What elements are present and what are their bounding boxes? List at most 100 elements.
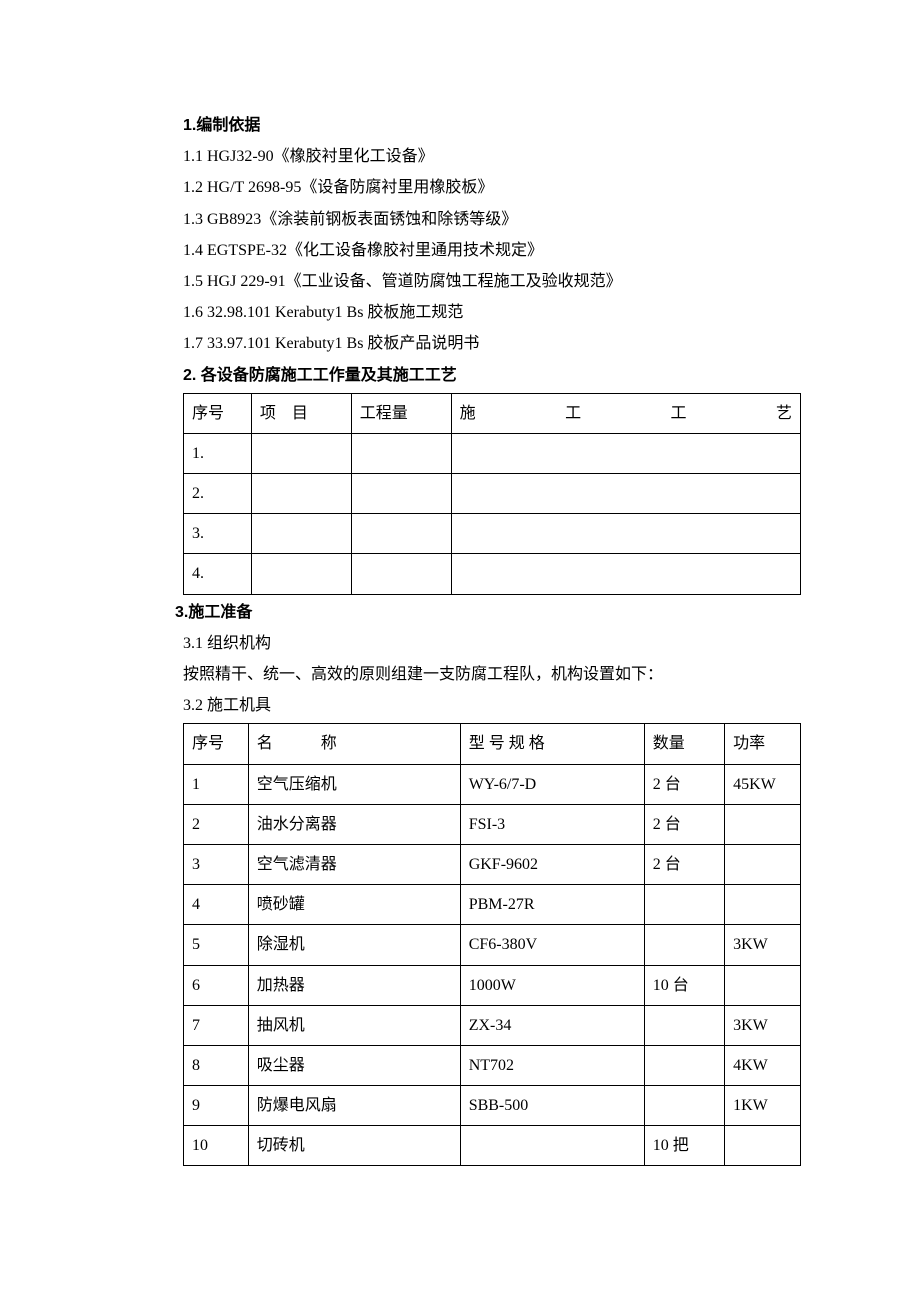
cell bbox=[351, 474, 451, 514]
cell bbox=[451, 474, 800, 514]
section1-line-3: 1.3 GB8923《涂装前钢板表面锈蚀和除锈等级》 bbox=[175, 204, 745, 235]
cell: 防爆电风扇 bbox=[248, 1086, 460, 1126]
cell bbox=[251, 474, 351, 514]
cell: 3KW bbox=[725, 925, 801, 965]
col-seq: 序号 bbox=[184, 393, 252, 433]
section1-line-7: 1.7 33.97.101 Kerabuty1 Bs 胶板产品说明书 bbox=[175, 328, 745, 359]
cell bbox=[644, 885, 724, 925]
table-row: 1. bbox=[184, 433, 801, 473]
table-row: 10 切砖机 10 把 bbox=[184, 1126, 801, 1166]
cell: 2 台 bbox=[644, 804, 724, 844]
cell: 1KW bbox=[725, 1086, 801, 1126]
cell: 1 bbox=[184, 764, 249, 804]
table-row: 9 防爆电风扇 SBB-500 1KW bbox=[184, 1086, 801, 1126]
cell: CF6-380V bbox=[460, 925, 644, 965]
cell: 3KW bbox=[725, 1005, 801, 1045]
cell: 9 bbox=[184, 1086, 249, 1126]
cell: 10 bbox=[184, 1126, 249, 1166]
table-row: 3. bbox=[184, 514, 801, 554]
cell: 1. bbox=[184, 433, 252, 473]
col-seq: 序号 bbox=[184, 724, 249, 764]
cell: FSI-3 bbox=[460, 804, 644, 844]
cell bbox=[451, 554, 800, 594]
cell bbox=[351, 554, 451, 594]
cell: 喷砂罐 bbox=[248, 885, 460, 925]
cell: ZX-34 bbox=[460, 1005, 644, 1045]
cell: 4. bbox=[184, 554, 252, 594]
cell bbox=[644, 925, 724, 965]
section1-heading: 1.编制依据 bbox=[175, 110, 745, 141]
cell bbox=[725, 885, 801, 925]
cell: 4KW bbox=[725, 1045, 801, 1085]
cell bbox=[644, 1045, 724, 1085]
workload-table: 序号 项 目 工程量 施 工 工 艺 1. 2. 3. 4. bbox=[183, 393, 801, 595]
cell: 1000W bbox=[460, 965, 644, 1005]
col-qty: 工程量 bbox=[351, 393, 451, 433]
col-model: 型 号 规 格 bbox=[460, 724, 644, 764]
section3-sub1-text: 按照精干、统一、高效的原则组建一支防腐工程队，机构设置如下： bbox=[175, 659, 745, 690]
cell: 6 bbox=[184, 965, 249, 1005]
cell: 2 bbox=[184, 804, 249, 844]
cell: GKF-9602 bbox=[460, 844, 644, 884]
cell: 空气滤清器 bbox=[248, 844, 460, 884]
section1-line-1: 1.1 HGJ32-90《橡胶衬里化工设备》 bbox=[175, 141, 745, 172]
cell: 空气压缩机 bbox=[248, 764, 460, 804]
cell bbox=[725, 844, 801, 884]
cell: 2. bbox=[184, 474, 252, 514]
table-row: 5 除湿机 CF6-380V 3KW bbox=[184, 925, 801, 965]
section1-line-4: 1.4 EGTSPE-32《化工设备橡胶衬里通用技术规定》 bbox=[175, 235, 745, 266]
table-row: 7 抽风机 ZX-34 3KW bbox=[184, 1005, 801, 1045]
cell bbox=[460, 1126, 644, 1166]
cell: 加热器 bbox=[248, 965, 460, 1005]
cell: NT702 bbox=[460, 1045, 644, 1085]
col-qty: 数量 bbox=[644, 724, 724, 764]
table-row: 3 空气滤清器 GKF-9602 2 台 bbox=[184, 844, 801, 884]
table-row: 2 油水分离器 FSI-3 2 台 bbox=[184, 804, 801, 844]
cell: 3 bbox=[184, 844, 249, 884]
cell: 7 bbox=[184, 1005, 249, 1045]
section2-heading: 2. 各设备防腐施工工作量及其施工工艺 bbox=[175, 360, 745, 391]
cell bbox=[451, 433, 800, 473]
cell: WY-6/7-D bbox=[460, 764, 644, 804]
equipment-table: 序号 名 称 型 号 规 格 数量 功率 1 空气压缩机 WY-6/7-D 2 … bbox=[183, 723, 801, 1166]
section1-line-5: 1.5 HGJ 229-91《工业设备、管道防腐蚀工程施工及验收规范》 bbox=[175, 266, 745, 297]
col-item: 项 目 bbox=[251, 393, 351, 433]
cell: SBB-500 bbox=[460, 1086, 644, 1126]
cell bbox=[725, 965, 801, 1005]
cell: 3. bbox=[184, 514, 252, 554]
table-row: 2. bbox=[184, 474, 801, 514]
section3-sub2: 3.2 施工机具 bbox=[175, 690, 745, 721]
cell bbox=[251, 514, 351, 554]
table-header-row: 序号 名 称 型 号 规 格 数量 功率 bbox=[184, 724, 801, 764]
table-row: 1 空气压缩机 WY-6/7-D 2 台 45KW bbox=[184, 764, 801, 804]
cell bbox=[725, 804, 801, 844]
cell: PBM-27R bbox=[460, 885, 644, 925]
cell bbox=[351, 433, 451, 473]
cell: 除湿机 bbox=[248, 925, 460, 965]
table-row: 8 吸尘器 NT702 4KW bbox=[184, 1045, 801, 1085]
cell: 4 bbox=[184, 885, 249, 925]
col-power: 功率 bbox=[725, 724, 801, 764]
table-row: 4. bbox=[184, 554, 801, 594]
cell: 油水分离器 bbox=[248, 804, 460, 844]
cell: 抽风机 bbox=[248, 1005, 460, 1045]
table-row: 4 喷砂罐 PBM-27R bbox=[184, 885, 801, 925]
col-process: 施 工 工 艺 bbox=[451, 393, 800, 433]
section1-line-2: 1.2 HG/T 2698-95《设备防腐衬里用橡胶板》 bbox=[175, 172, 745, 203]
cell: 45KW bbox=[725, 764, 801, 804]
cell: 吸尘器 bbox=[248, 1045, 460, 1085]
cell bbox=[351, 514, 451, 554]
cell bbox=[251, 433, 351, 473]
table-row: 6 加热器 1000W 10 台 bbox=[184, 965, 801, 1005]
cell: 10 台 bbox=[644, 965, 724, 1005]
cell bbox=[644, 1005, 724, 1045]
section1-line-6: 1.6 32.98.101 Kerabuty1 Bs 胶板施工规范 bbox=[175, 297, 745, 328]
cell: 2 台 bbox=[644, 844, 724, 884]
cell bbox=[451, 514, 800, 554]
cell bbox=[644, 1086, 724, 1126]
cell bbox=[725, 1126, 801, 1166]
cell bbox=[251, 554, 351, 594]
section3-heading: 3.施工准备 bbox=[175, 597, 745, 628]
section3-sub1: 3.1 组织机构 bbox=[175, 628, 745, 659]
table-header-row: 序号 项 目 工程量 施 工 工 艺 bbox=[184, 393, 801, 433]
